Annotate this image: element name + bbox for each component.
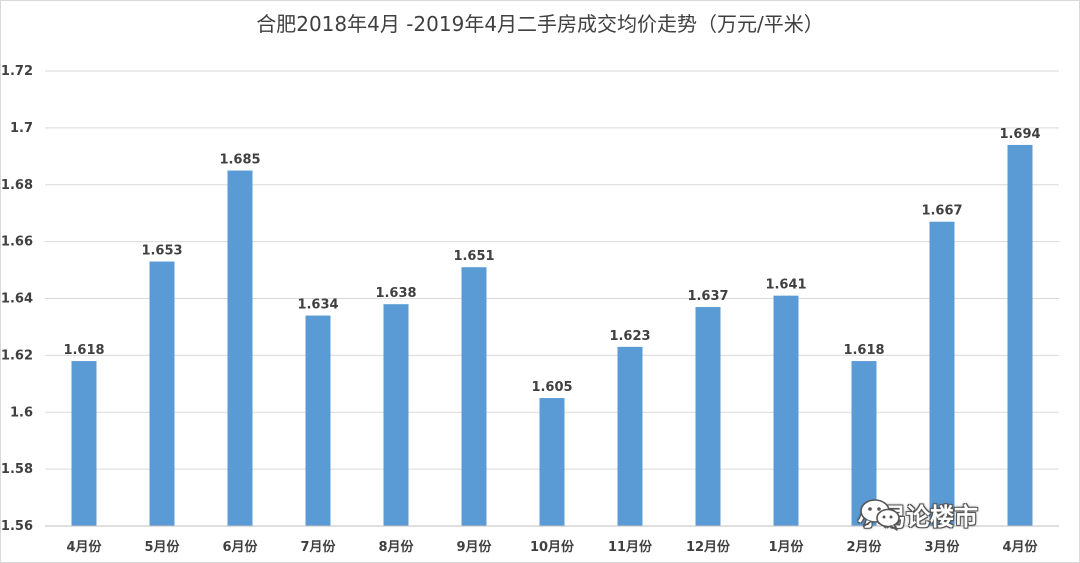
bar: [695, 307, 721, 526]
bar: [227, 170, 253, 526]
y-axis-ticks: 1.56 1.58 1.6 1.62 1.64 1.66 1.68 1.7 1.72: [1, 64, 33, 534]
y-tick-label: 1.7: [10, 121, 33, 136]
y-tick-label: 1.56: [1, 519, 33, 534]
x-category-label: 5月份: [144, 539, 180, 555]
y-tick-label: 1.72: [1, 64, 33, 79]
watermark: 小易论楼市: [858, 496, 978, 532]
bar: [851, 361, 877, 526]
x-category-label: 6月份: [222, 539, 258, 555]
data-label: 1.637: [687, 289, 728, 304]
x-category-label: 11月份: [608, 539, 653, 555]
x-category-label: 4月份: [66, 539, 102, 555]
y-tick-label: 1.6: [10, 405, 33, 420]
bar: [461, 267, 487, 526]
data-label: 1.653: [141, 244, 182, 259]
bar: [305, 315, 331, 526]
data-label: 1.685: [219, 153, 260, 168]
x-category-label: 12月份: [686, 539, 731, 555]
data-label: 1.694: [999, 127, 1040, 142]
bar: [617, 346, 643, 526]
data-label: 1.623: [609, 329, 650, 344]
chart-title: 合肥2018年4月 -2019年4月二手房成交均价走势（万元/平米）: [256, 12, 824, 36]
x-category-label: 10月份: [530, 539, 575, 555]
y-tick-label: 1.66: [1, 235, 33, 250]
data-label: 1.641: [765, 278, 806, 293]
bars: [71, 144, 1033, 526]
bar: [149, 261, 175, 526]
x-category-label: 8月份: [378, 539, 414, 555]
x-category-label: 9月份: [456, 539, 492, 555]
x-category-label: 1月份: [768, 539, 804, 555]
data-label: 1.638: [375, 286, 416, 301]
data-label: 1.605: [531, 380, 572, 395]
bar: [383, 304, 409, 526]
y-tick-label: 1.64: [1, 292, 33, 307]
gridlines: [45, 70, 1059, 470]
bar: [1007, 144, 1033, 526]
y-tick-label: 1.62: [1, 348, 33, 363]
wechat-icon: [860, 499, 900, 531]
data-label: 1.618: [63, 343, 104, 358]
data-label: 1.634: [297, 298, 338, 313]
x-axis-categories: 4月份 5月份 6月份 7月份 8月份 9月份 10月份 11月份 12月份 1月份 2月份 3月份 4…: [66, 539, 1038, 555]
bar: [773, 295, 799, 526]
x-category-label: 4月份: [1002, 539, 1038, 555]
data-label: 1.651: [453, 249, 494, 264]
x-category-label: 2月份: [846, 539, 882, 555]
data-label: 1.618: [843, 343, 884, 358]
y-tick-label: 1.68: [1, 178, 33, 193]
bar: [539, 398, 565, 526]
data-label: 1.667: [921, 204, 962, 219]
y-tick-label: 1.58: [1, 462, 33, 477]
data-labels: 1.618 1.653 1.685 1.634 1.638 1.651 1.605 1.623…: [63, 127, 1040, 395]
bar: [71, 361, 97, 526]
x-category-label: 7月份: [300, 539, 336, 555]
x-category-label: 3月份: [924, 539, 960, 555]
bar: [929, 221, 955, 526]
